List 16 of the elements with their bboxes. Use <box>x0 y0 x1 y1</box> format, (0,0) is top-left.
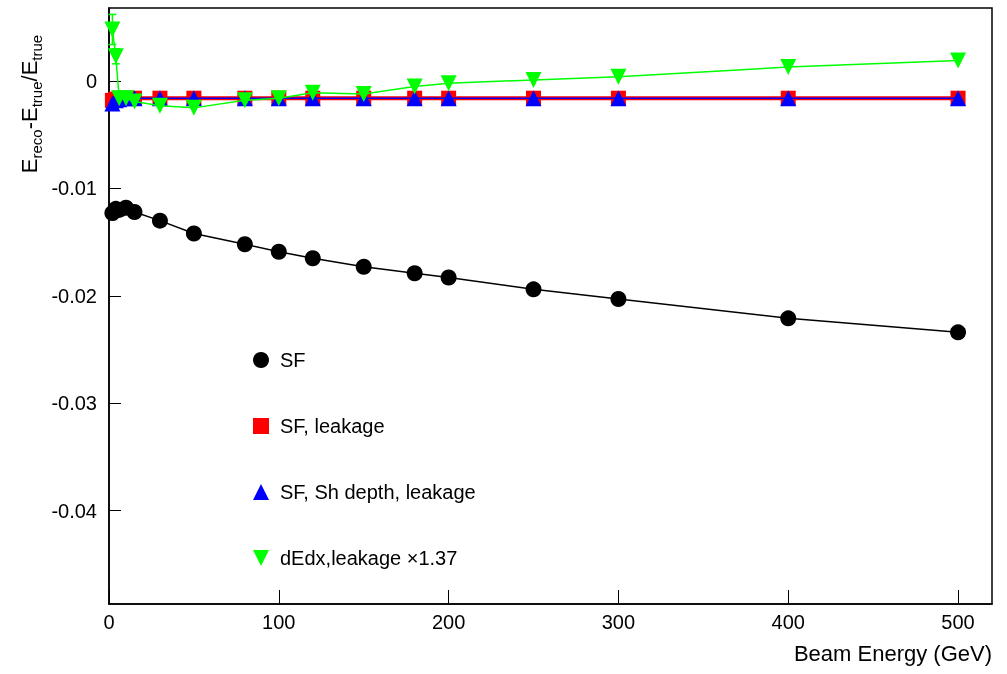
y-tick-label: -0.01 <box>51 177 97 200</box>
x-tick-label: 300 <box>601 611 636 633</box>
x-tick-label: 400 <box>771 611 805 633</box>
x-tick-label: 100 <box>262 611 296 633</box>
y-tick-label: 0 <box>85 70 97 93</box>
legend-label: SF, leakage <box>280 415 385 437</box>
x-axis-title: Beam Energy (GeV) <box>793 640 992 666</box>
x-tick-label: 200 <box>431 611 466 633</box>
legend-label: dEdx,leakage ×1.37 <box>280 547 458 569</box>
legend-label: SF, Sh depth, leakage <box>280 481 476 503</box>
legend-label: SF <box>280 349 306 371</box>
y-tick-label: -0.04 <box>51 499 97 522</box>
y-tick-label: -0.03 <box>51 392 97 415</box>
x-tick-label: 0 <box>103 611 115 633</box>
y-tick-label: -0.02 <box>51 284 97 307</box>
x-tick-label: 500 <box>941 611 975 633</box>
